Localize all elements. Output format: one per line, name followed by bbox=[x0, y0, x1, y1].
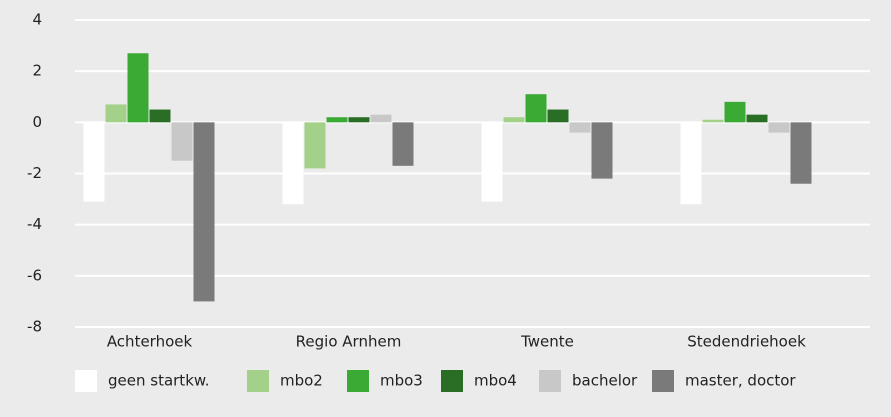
legend-swatch bbox=[652, 370, 674, 392]
bar bbox=[370, 114, 392, 123]
bar bbox=[348, 117, 370, 123]
bar bbox=[790, 122, 812, 184]
y-tick-label: -4 bbox=[27, 215, 42, 233]
bar bbox=[702, 119, 724, 123]
bar bbox=[569, 122, 591, 133]
bar bbox=[680, 122, 702, 205]
legend-swatch bbox=[75, 370, 97, 392]
y-tick-label: -8 bbox=[27, 318, 42, 336]
x-tick-label: Twente bbox=[520, 333, 574, 351]
legend-swatch bbox=[347, 370, 369, 392]
legend-label: mbo4 bbox=[474, 372, 517, 390]
bar bbox=[481, 122, 503, 202]
x-tick-label: Stedendriehoek bbox=[687, 333, 806, 351]
bar bbox=[127, 53, 149, 123]
bar bbox=[326, 117, 348, 123]
legend-swatch bbox=[539, 370, 561, 392]
bar bbox=[149, 109, 171, 123]
bar bbox=[105, 104, 127, 123]
bar bbox=[171, 122, 193, 161]
bar bbox=[503, 117, 525, 123]
bar bbox=[525, 94, 547, 123]
x-tick-label: Achterhoek bbox=[107, 333, 193, 351]
bar bbox=[282, 122, 304, 205]
legend-label: mbo2 bbox=[280, 372, 323, 390]
bar bbox=[768, 122, 790, 133]
y-tick-label: -6 bbox=[27, 266, 42, 284]
y-tick-label: 4 bbox=[32, 11, 42, 29]
y-tick-label: -2 bbox=[27, 164, 42, 182]
legend-label: bachelor bbox=[572, 372, 638, 390]
bar bbox=[193, 122, 215, 302]
bar bbox=[547, 109, 569, 123]
bar bbox=[392, 122, 414, 166]
bar bbox=[746, 114, 768, 123]
bar bbox=[304, 122, 326, 169]
y-tick-label: 0 bbox=[32, 113, 42, 131]
legend-label: geen startkw. bbox=[108, 372, 210, 390]
bar bbox=[83, 122, 105, 202]
bar bbox=[724, 101, 746, 123]
x-tick-label: Regio Arnhem bbox=[296, 333, 402, 351]
legend-label: mbo3 bbox=[380, 372, 423, 390]
y-tick-label: 2 bbox=[32, 62, 42, 80]
legend-swatch bbox=[247, 370, 269, 392]
legend-swatch bbox=[441, 370, 463, 392]
legend-label: master, doctor bbox=[685, 372, 796, 390]
bar bbox=[591, 122, 613, 179]
